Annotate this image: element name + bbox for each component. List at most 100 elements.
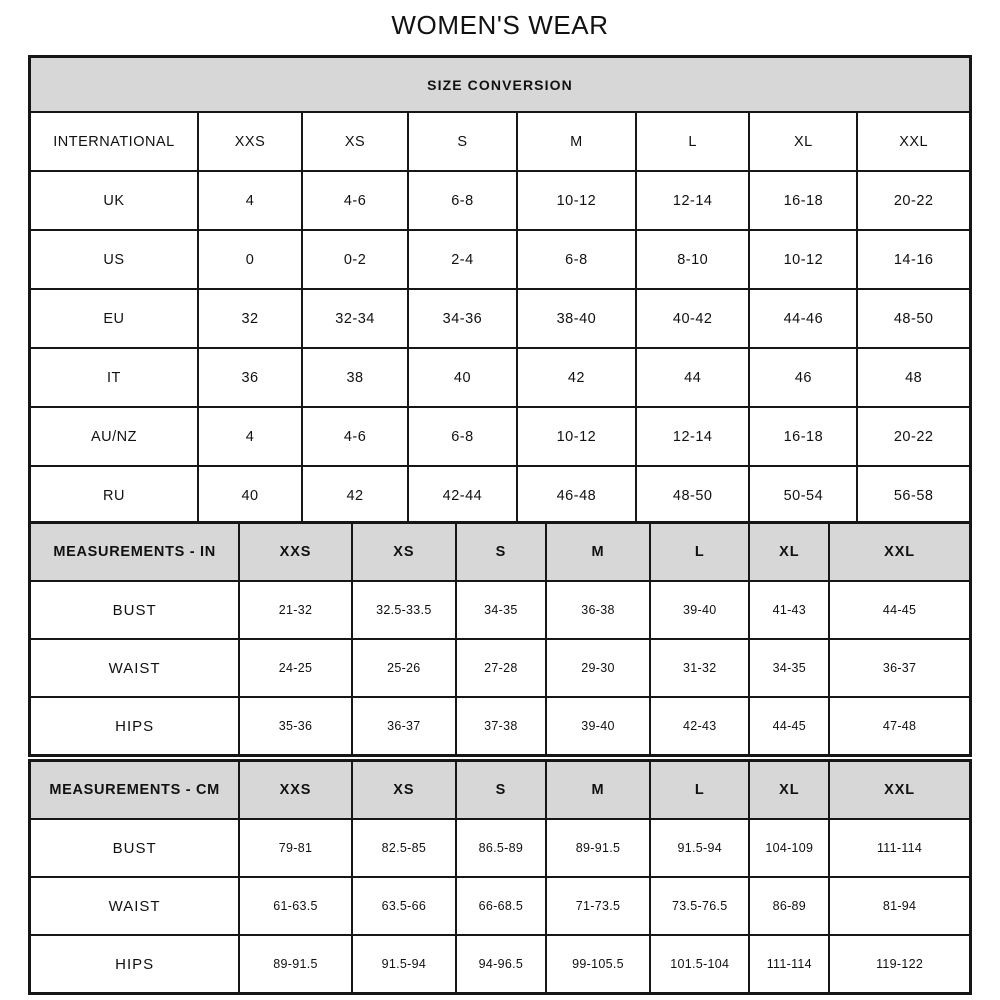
column-header-xs: XS bbox=[350, 524, 457, 582]
cell: 6-8 bbox=[407, 170, 518, 231]
cell: 99-105.5 bbox=[544, 934, 652, 992]
unit-header-in: MEASUREMENTS - IN bbox=[31, 524, 241, 582]
cell: 48-50 bbox=[634, 465, 751, 524]
table-row: WAIST 61-63.5 63.5-66 66-68.5 71-73.5 73… bbox=[31, 876, 969, 936]
cell: 36-37 bbox=[828, 638, 969, 698]
column-header-m: M bbox=[544, 524, 652, 582]
column-header-s: S bbox=[454, 524, 547, 582]
cell: 4 bbox=[196, 170, 304, 231]
cell: 0-2 bbox=[301, 229, 410, 290]
cell: 82.5-85 bbox=[350, 818, 457, 878]
size-conversion-banner: SIZE CONVERSION bbox=[31, 58, 969, 113]
cell: 119-122 bbox=[828, 934, 969, 992]
cell: 61-63.5 bbox=[238, 876, 353, 936]
cell: 29-30 bbox=[544, 638, 652, 698]
row-label: UK bbox=[31, 170, 199, 231]
cell: 39-40 bbox=[544, 696, 652, 754]
cell: 39-40 bbox=[649, 580, 751, 640]
row-label: BUST bbox=[31, 818, 241, 878]
cell: 91.5-94 bbox=[649, 818, 751, 878]
table-row: AU/NZ 4 4-6 6-8 10-12 12-14 16-18 20-22 bbox=[31, 406, 969, 467]
cell: 66-68.5 bbox=[454, 876, 547, 936]
table-row: BUST 79-81 82.5-85 86.5-89 89-91.5 91.5-… bbox=[31, 818, 969, 878]
measurements-in-header-row: MEASUREMENTS - IN XXS XS S M L XL XXL bbox=[31, 524, 969, 582]
row-label: WAIST bbox=[31, 876, 241, 936]
size-conversion-header-row: INTERNATIONAL XXS XS S M L XL XXL bbox=[31, 111, 969, 172]
cell: 31-32 bbox=[649, 638, 751, 698]
cell: 24-25 bbox=[238, 638, 353, 698]
column-header-s: S bbox=[454, 762, 547, 820]
cell: 35-36 bbox=[238, 696, 353, 754]
cell: 6-8 bbox=[407, 406, 518, 467]
cell: 56-58 bbox=[856, 465, 969, 524]
cell: 14-16 bbox=[856, 229, 969, 290]
cell: 47-48 bbox=[828, 696, 969, 754]
row-label: US bbox=[31, 229, 199, 290]
cell: 40 bbox=[196, 465, 304, 524]
cell: 41-43 bbox=[748, 580, 831, 640]
cell: 44 bbox=[634, 347, 751, 408]
cell: 91.5-94 bbox=[350, 934, 457, 992]
cell: 38-40 bbox=[515, 288, 637, 349]
table-row: RU 40 42 42-44 46-48 48-50 50-54 56-58 bbox=[31, 465, 969, 524]
cell: 111-114 bbox=[828, 818, 969, 878]
table-row: HIPS 89-91.5 91.5-94 94-96.5 99-105.5 10… bbox=[31, 934, 969, 992]
cell: 10-12 bbox=[515, 170, 637, 231]
cell: 46-48 bbox=[515, 465, 637, 524]
column-header-xl: XL bbox=[748, 762, 831, 820]
cell: 86.5-89 bbox=[454, 818, 547, 878]
cell: 44-45 bbox=[748, 696, 831, 754]
column-header-xs: XS bbox=[350, 762, 457, 820]
cell: 6-8 bbox=[515, 229, 637, 290]
cell: 79-81 bbox=[238, 818, 353, 878]
column-header-xxl: XXL bbox=[828, 524, 969, 582]
cell: 42-44 bbox=[407, 465, 518, 524]
cell: 42 bbox=[301, 465, 410, 524]
cell: 42-43 bbox=[649, 696, 751, 754]
cell: 44-46 bbox=[748, 288, 859, 349]
cell: 12-14 bbox=[634, 406, 751, 467]
cell: 2-4 bbox=[407, 229, 518, 290]
cell: 16-18 bbox=[748, 170, 859, 231]
table-row: IT 36 38 40 42 44 46 48 bbox=[31, 347, 969, 408]
cell: 63.5-66 bbox=[350, 876, 457, 936]
column-header-l: L bbox=[649, 762, 751, 820]
cell: 89-91.5 bbox=[544, 818, 652, 878]
column-header-xxs: XXS bbox=[238, 762, 353, 820]
cell: 101.5-104 bbox=[649, 934, 751, 992]
cell: 10-12 bbox=[515, 406, 637, 467]
cell: 50-54 bbox=[748, 465, 859, 524]
column-header-xl: XL bbox=[748, 111, 859, 172]
row-label: HIPS bbox=[31, 696, 241, 754]
cell: 32-34 bbox=[301, 288, 410, 349]
cell: 34-36 bbox=[407, 288, 518, 349]
row-label: AU/NZ bbox=[31, 406, 199, 467]
column-header-l: L bbox=[649, 524, 751, 582]
column-header-xxl: XXL bbox=[828, 762, 969, 820]
column-header-xxs: XXS bbox=[238, 524, 353, 582]
cell: 12-14 bbox=[634, 170, 751, 231]
row-label: EU bbox=[31, 288, 199, 349]
cell: 4-6 bbox=[301, 406, 410, 467]
table-row: HIPS 35-36 36-37 37-38 39-40 42-43 44-45… bbox=[31, 696, 969, 754]
cell: 34-35 bbox=[748, 638, 831, 698]
table-row: EU 32 32-34 34-36 38-40 40-42 44-46 48-5… bbox=[31, 288, 969, 349]
column-header-international: INTERNATIONAL bbox=[31, 111, 199, 172]
cell: 16-18 bbox=[748, 406, 859, 467]
row-label: WAIST bbox=[31, 638, 241, 698]
measurements-centimeters-table: MEASUREMENTS - CM XXS XS S M L XL XXL BU… bbox=[28, 759, 972, 995]
column-header-xxs: XXS bbox=[196, 111, 304, 172]
cell: 25-26 bbox=[350, 638, 457, 698]
table-row: BUST 21-32 32.5-33.5 34-35 36-38 39-40 4… bbox=[31, 580, 969, 640]
cell: 46 bbox=[748, 347, 859, 408]
row-label: HIPS bbox=[31, 934, 241, 992]
cell: 0 bbox=[196, 229, 304, 290]
column-header-xxl: XXL bbox=[856, 111, 969, 172]
column-header-m: M bbox=[544, 762, 652, 820]
cell: 4 bbox=[196, 406, 304, 467]
cell: 104-109 bbox=[748, 818, 831, 878]
cell: 21-32 bbox=[238, 580, 353, 640]
column-header-xl: XL bbox=[748, 524, 831, 582]
cell: 4-6 bbox=[301, 170, 410, 231]
cell: 38 bbox=[301, 347, 410, 408]
